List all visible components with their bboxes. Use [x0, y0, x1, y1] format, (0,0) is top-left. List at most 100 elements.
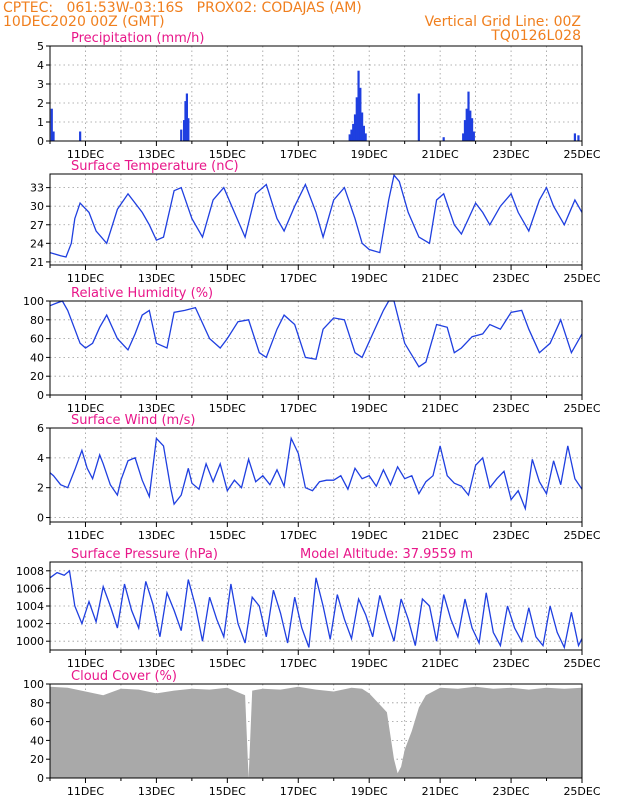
precip-bar — [359, 87, 362, 141]
x-tick-label: 25DEC — [563, 272, 600, 285]
x-tick-label: 19DEC — [351, 785, 388, 798]
y-tick-label: 100 — [23, 678, 44, 691]
precip-bar — [353, 114, 357, 141]
panel-title: Cloud Cover (%) — [71, 669, 177, 684]
x-tick-label: 15DEC — [209, 402, 246, 415]
y-tick-label: 1004 — [16, 600, 44, 613]
precip-bar — [182, 120, 186, 141]
y-tick-label: 20 — [30, 753, 44, 766]
y-tick-label: 40 — [30, 351, 44, 364]
x-tick-label: 23DEC — [493, 402, 530, 415]
panel-title: Relative Humidity (%) — [71, 286, 213, 301]
x-tick-label: 25DEC — [563, 657, 600, 670]
cloud-area — [50, 686, 582, 778]
precip-bar — [361, 112, 364, 141]
x-tick-label: 13DEC — [138, 272, 175, 285]
y-tick-label: 1008 — [16, 565, 44, 578]
y-tick-label: 80 — [30, 697, 44, 710]
x-tick-label: 23DEC — [493, 785, 530, 798]
panel-3: Surface Wind (m/s) 0 2 4 6 11DEC 13DEC 15DEC 17D… — [37, 413, 601, 542]
precip-bar — [180, 129, 183, 141]
header-station: CPTEC: 061:53W-03:16S PROX02: CODAJAS (A… — [3, 0, 362, 16]
x-tick-label: 13DEC — [138, 785, 175, 798]
panel-title: Precipitation (mm/h) — [71, 31, 204, 46]
y-tick-label: 27 — [30, 219, 44, 232]
panel-0: Precipitation (mm/h) 0 1 2 3 4 5 11DEC 13DEC 15DE… — [37, 31, 601, 161]
x-tick-label: 23DEC — [493, 529, 530, 542]
x-tick-label: 25DEC — [563, 785, 600, 798]
precip-bar — [462, 133, 465, 141]
precip-bar — [50, 108, 53, 141]
y-tick-label: 2 — [37, 97, 44, 110]
y-tick-label: 4 — [37, 452, 44, 465]
precip-bar — [187, 118, 190, 141]
header-grid-note: Vertical Grid Line: 00Z — [424, 14, 581, 30]
series-line — [49, 569, 583, 650]
x-tick-label: 17DEC — [280, 148, 317, 161]
x-tick-label: 15DEC — [209, 272, 246, 285]
y-tick-label: 0 — [37, 512, 44, 525]
x-tick-label: 13DEC — [138, 148, 175, 161]
precip-bar — [350, 129, 353, 141]
precip-bar — [469, 110, 472, 141]
panel-5: Cloud Cover (%) 0 20 40 60 80 100 11DEC 13DEC 15D… — [23, 669, 601, 798]
y-tick-label: 40 — [30, 734, 44, 747]
x-tick-label: 25DEC — [563, 529, 600, 542]
x-tick-label: 11DEC — [67, 785, 104, 798]
precip-bar — [357, 70, 360, 141]
x-tick-label: 11DEC — [67, 529, 104, 542]
precip-bar — [355, 97, 358, 141]
y-tick-label: 2 — [37, 482, 44, 495]
precip-bar — [184, 101, 187, 141]
y-tick-label: 1002 — [16, 618, 44, 631]
x-tick-label: 21DEC — [422, 529, 459, 542]
y-tick-label: 1000 — [16, 635, 44, 648]
precip-bar — [362, 125, 365, 141]
panel-annotation: Model Altitude: 37.9559 m — [300, 547, 473, 562]
series-line — [49, 300, 583, 368]
series-line — [49, 436, 583, 512]
precip-bar — [352, 123, 355, 141]
x-tick-label: 21DEC — [422, 657, 459, 670]
y-tick-label: 1006 — [16, 582, 44, 595]
y-tick-label: 20 — [30, 370, 44, 383]
precip-bar — [79, 131, 82, 141]
y-tick-label: 100 — [23, 295, 44, 308]
panel-1: Surface Temperature (nC) 21 24 27 30 33 11DEC 1… — [30, 159, 601, 285]
panel-frame — [49, 683, 583, 779]
y-tick-label: 0 — [37, 389, 44, 402]
y-tick-label: 0 — [37, 135, 44, 148]
x-tick-label: 25DEC — [563, 148, 600, 161]
x-tick-label: 19DEC — [351, 272, 388, 285]
x-tick-label: 15DEC — [209, 657, 246, 670]
precip-bar — [465, 108, 468, 141]
precip-bar — [577, 135, 580, 141]
header-model-code: TQ0126L028 — [491, 28, 581, 44]
precip-bar — [463, 120, 467, 141]
x-tick-label: 11DEC — [67, 272, 104, 285]
series-line — [49, 173, 583, 258]
y-tick-label: 24 — [30, 237, 44, 250]
x-tick-label: 19DEC — [351, 148, 388, 161]
x-tick-label: 15DEC — [209, 785, 246, 798]
precip-bar — [472, 131, 475, 141]
y-tick-label: 1 — [37, 116, 44, 129]
x-tick-label: 17DEC — [280, 785, 317, 798]
x-tick-label: 25DEC — [563, 402, 600, 415]
x-tick-label: 11DEC — [67, 148, 104, 161]
precip-bar — [417, 93, 420, 141]
x-tick-label: 21DEC — [422, 402, 459, 415]
panel-frame — [49, 45, 583, 142]
x-tick-label: 15DEC — [209, 148, 246, 161]
x-tick-label: 13DEC — [138, 402, 175, 415]
x-tick-label: 19DEC — [351, 402, 388, 415]
panel-title: Surface Wind (m/s) — [71, 413, 195, 428]
x-tick-label: 23DEC — [493, 657, 530, 670]
x-tick-label: 19DEC — [351, 657, 388, 670]
panel-title: Surface Pressure (hPa) — [71, 547, 218, 562]
x-tick-label: 13DEC — [138, 657, 175, 670]
x-tick-label: 19DEC — [351, 529, 388, 542]
y-tick-label: 21 — [30, 256, 44, 269]
precip-bar — [364, 133, 367, 141]
